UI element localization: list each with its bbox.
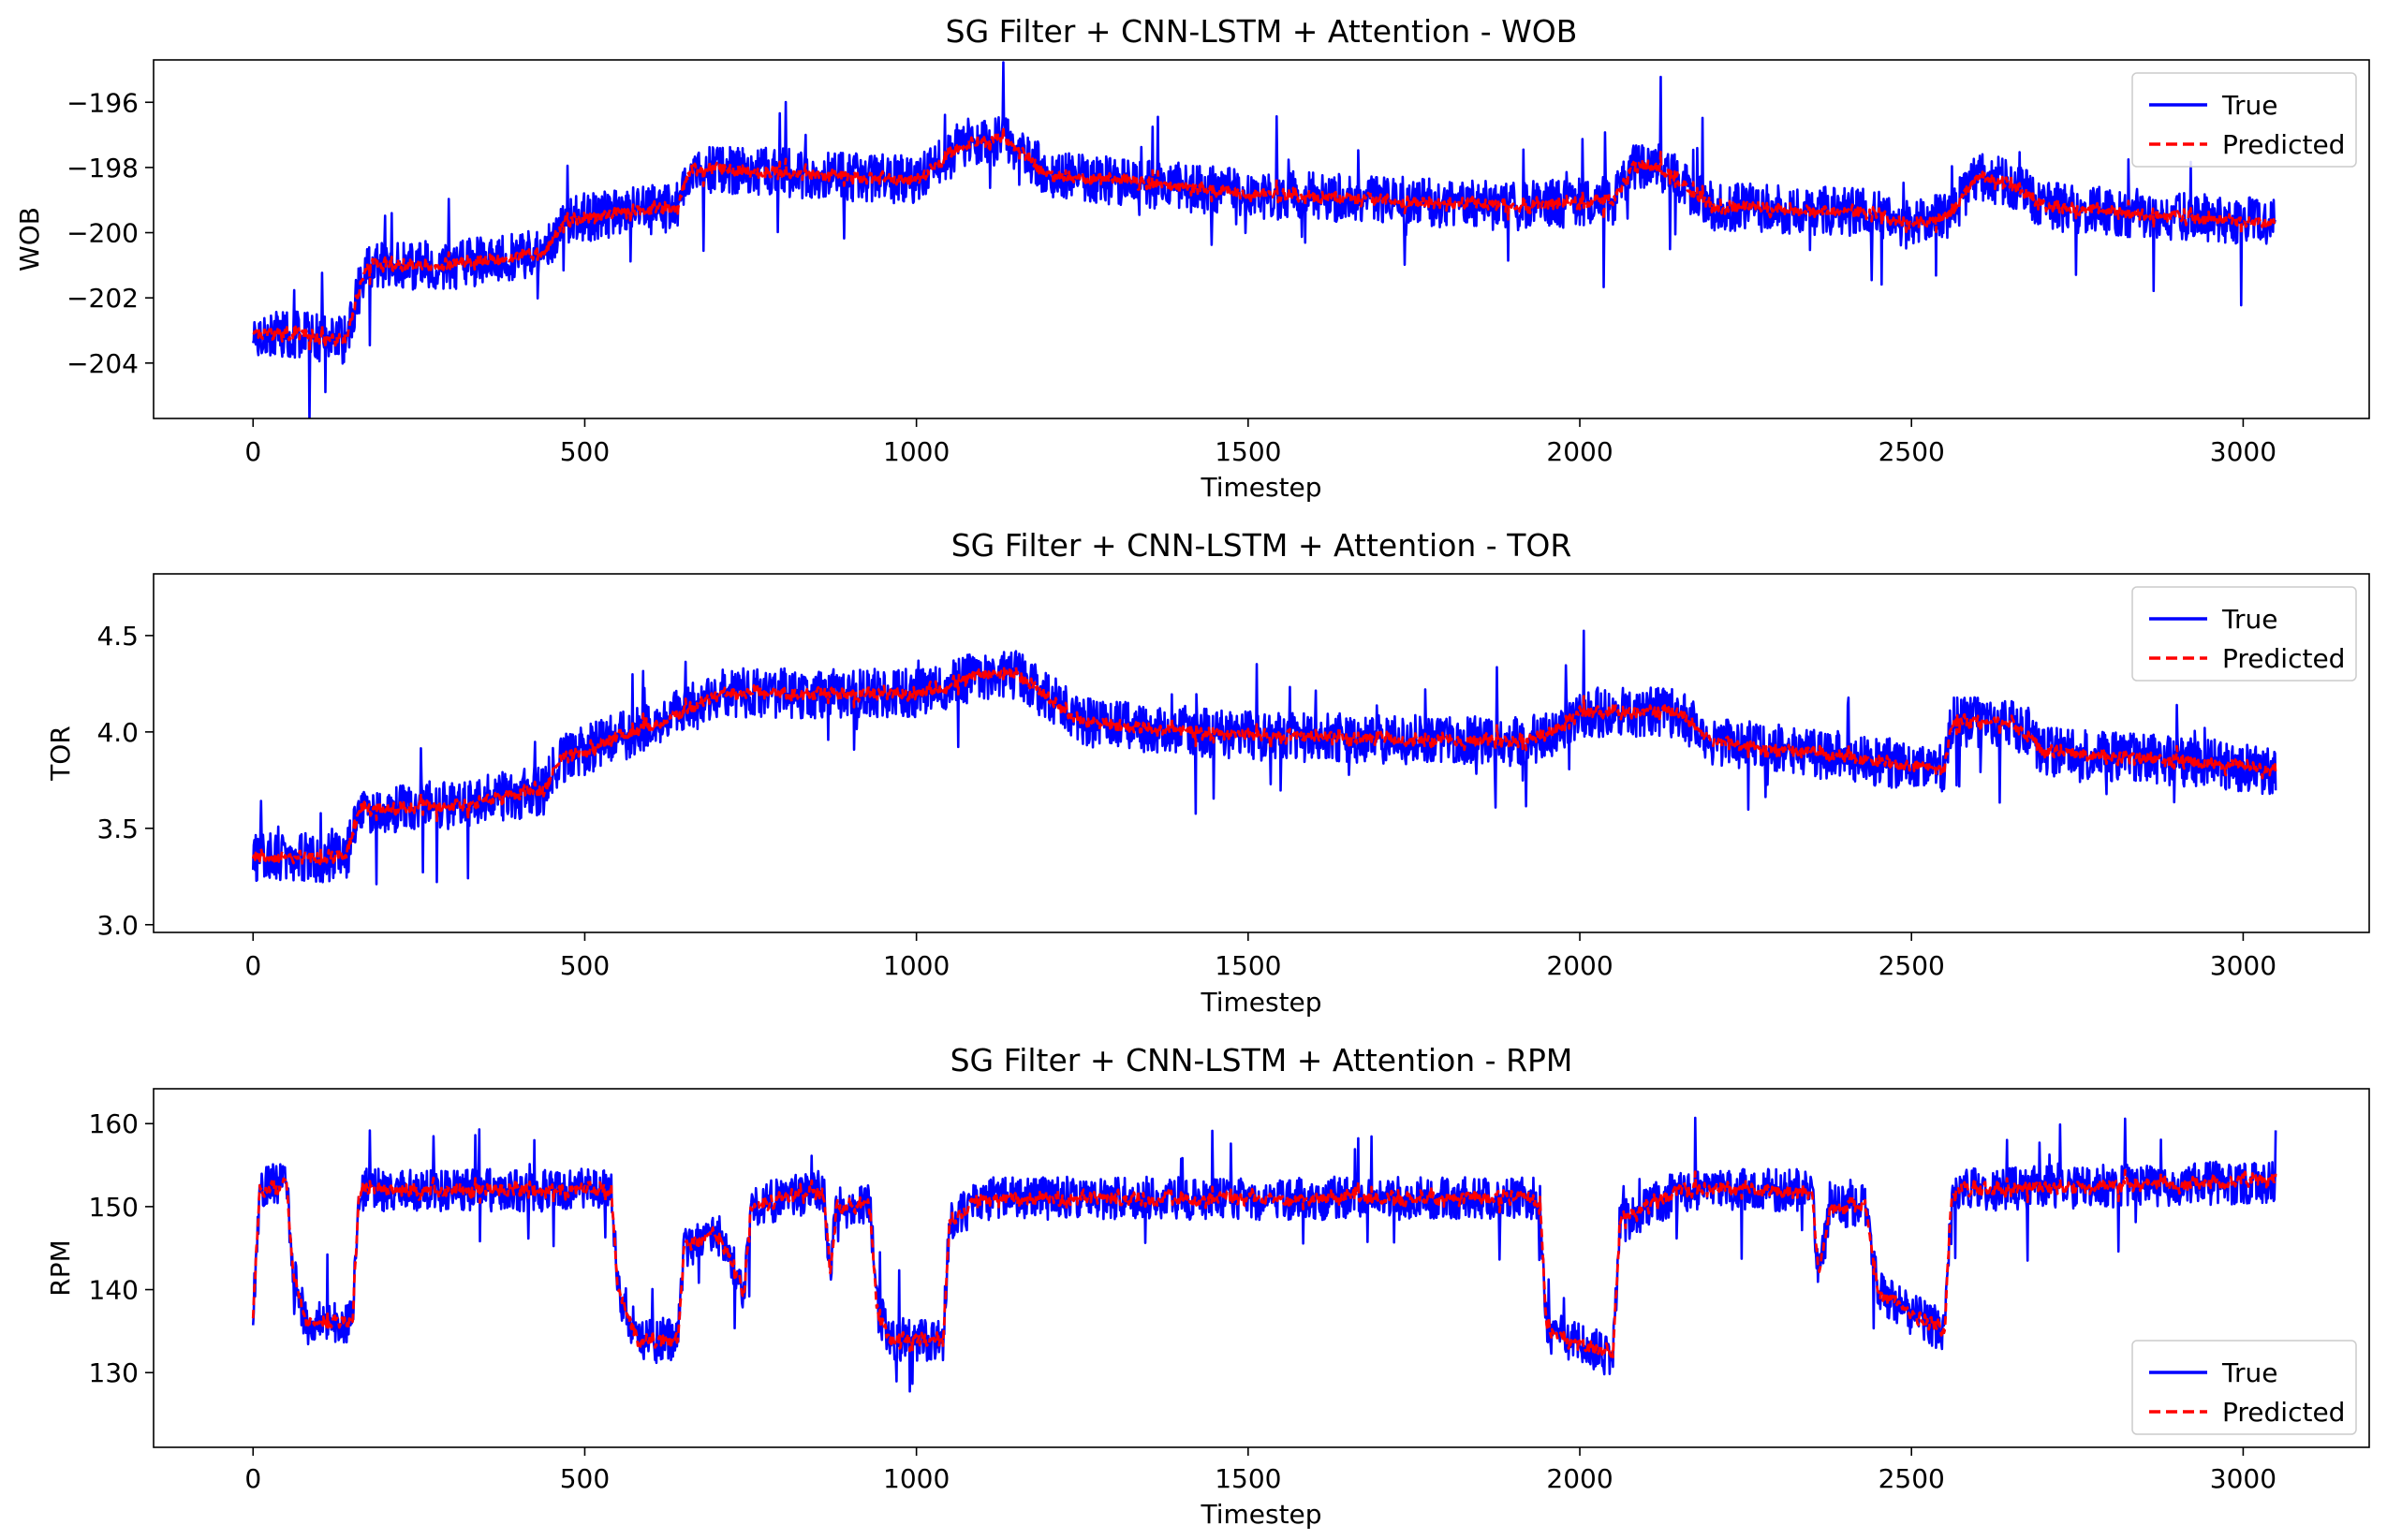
x-tick-label: 2500 [1879,950,1945,981]
chart-title: SG Filter + CNN-LSTM + Attention - WOB [946,13,1578,50]
subplot-rpm: SG Filter + CNN-LSTM + Attention - RPM 0 5… [45,1042,2370,1530]
x-tick-label: 0 [244,436,261,467]
x-tick-label: 2000 [1546,1463,1613,1494]
legend: True Predicted [2131,586,2357,682]
x-tick-label: 2000 [1546,950,1613,981]
y-tick-label: 3.0 [96,910,139,941]
x-axis-label: Timestep [1200,987,1321,1018]
x-tick-label: 3000 [2210,950,2276,981]
x-tick-label: 500 [560,1463,610,1494]
legend-label-true: True [2221,1357,2277,1388]
y-tick-label: 140 [89,1275,139,1306]
series-true-line [251,1116,2277,1393]
x-tick-label: 3000 [2210,436,2276,467]
x-tick-label: 2000 [1546,436,1613,467]
axes-frame [153,573,2370,933]
y-axis-label: WOB [14,207,45,271]
y-tick-label: 150 [89,1192,139,1223]
axes-frame [153,59,2370,419]
series-predicted-line [251,666,2277,866]
x-tick-label: 1000 [883,436,950,467]
y-axis-label: TOR [45,726,76,782]
legend-label-predicted: Predicted [2222,643,2345,674]
x-tick-label: 2500 [1879,1463,1945,1494]
series-predicted-line [252,125,2277,354]
series-true-line [252,61,2276,418]
legend-label-predicted: Predicted [2222,129,2345,160]
subplot-tor: SG Filter + CNN-LSTM + Attention - TOR 0 5… [45,527,2370,1018]
y-tick-label: −200 [66,218,139,249]
x-tick-label: 1500 [1215,950,1281,981]
x-tick-label: 3000 [2210,1463,2276,1494]
x-tick-label: 0 [244,1463,261,1494]
y-tick-label: −202 [66,283,139,314]
subplot-wob: SG Filter + CNN-LSTM + Attention - WOB 0 5… [14,13,2370,503]
legend-label-true: True [2221,604,2277,635]
x-tick-label: 1500 [1215,436,1281,467]
y-axis-label: RPM [45,1239,76,1297]
x-tick-label: 500 [560,436,610,467]
legend-label-predicted: Predicted [2222,1397,2345,1428]
y-tick-label: 130 [89,1357,139,1388]
x-axis-label: Timestep [1200,1499,1321,1530]
y-tick-label: 160 [89,1108,139,1139]
y-tick-label: 4.5 [96,621,139,652]
x-tick-label: 1500 [1215,1463,1281,1494]
y-tick-label: −204 [66,348,139,379]
legend: True Predicted [2131,1340,2357,1435]
y-tick-label: −196 [66,87,139,118]
y-tick-label: 4.0 [96,717,139,748]
x-tick-label: 1000 [883,950,950,981]
legend: True Predicted [2131,72,2357,168]
chart-title: SG Filter + CNN-LSTM + Attention - TOR [951,527,1572,564]
legend-label-true: True [2221,90,2277,121]
x-tick-label: 0 [244,950,261,981]
y-tick-label: 3.5 [96,814,139,844]
x-tick-label: 1000 [883,1463,950,1494]
series-predicted-line [251,1168,2277,1359]
x-axis-label: Timestep [1200,472,1321,503]
axes-frame [153,1088,2370,1448]
y-tick-label: −198 [66,153,139,183]
series-true-line [251,629,2277,886]
chart-title: SG Filter + CNN-LSTM + Attention - RPM [950,1042,1573,1078]
x-tick-label: 500 [560,950,610,981]
x-tick-label: 2500 [1879,436,1945,467]
